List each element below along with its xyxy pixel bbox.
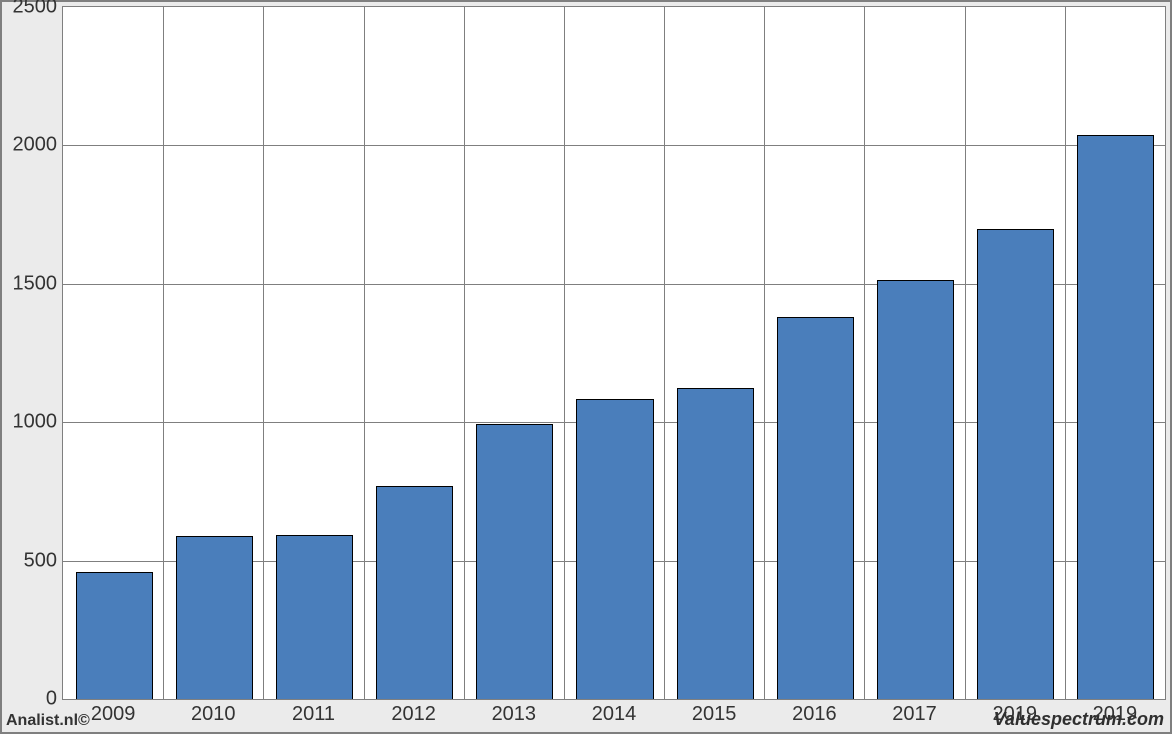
x-tick-label: 2015 [692, 703, 737, 726]
footer-left: Analist.nl© [6, 712, 90, 730]
y-tick-label: 1000 [13, 411, 58, 434]
x-tick-label: 2017 [892, 703, 937, 726]
gridline-v [564, 7, 565, 699]
x-tick-label: 2010 [191, 703, 236, 726]
bar [1077, 135, 1154, 699]
gridline-v [1065, 7, 1066, 699]
bar [176, 536, 253, 699]
x-tick-label: 2009 [91, 703, 136, 726]
y-tick-label: 2000 [13, 134, 58, 157]
gridline-v [864, 7, 865, 699]
bar [476, 424, 553, 699]
bar [576, 399, 653, 699]
gridline-h [63, 145, 1165, 146]
y-tick-label: 0 [46, 688, 57, 711]
plot-area: 0500100015002000250020092010201120122013… [62, 6, 1166, 700]
x-tick-label: 2016 [792, 703, 837, 726]
y-tick-label: 1500 [13, 272, 58, 295]
gridline-v [263, 7, 264, 699]
chart-container: 0 500 1000 1500 2000 2500 2009 2010 2011 2012 2013… [0, 0, 1172, 734]
gridline-v [664, 7, 665, 699]
bar [777, 317, 854, 699]
bar [376, 486, 453, 699]
x-tick-label: 2012 [391, 703, 436, 726]
y-tick-label: 500 [24, 549, 57, 572]
x-tick-label: 2013 [492, 703, 537, 726]
bar [276, 535, 353, 699]
gridline-v [364, 7, 365, 699]
bar [977, 229, 1054, 699]
gridline-v [965, 7, 966, 699]
gridline-v [464, 7, 465, 699]
bar [877, 280, 954, 699]
gridline-v [163, 7, 164, 699]
bar [76, 572, 153, 699]
footer-right: Valuespectrum.com [994, 709, 1164, 730]
gridline-v [764, 7, 765, 699]
bar [677, 388, 754, 699]
x-tick-label: 2014 [592, 703, 637, 726]
y-tick-label: 2500 [13, 0, 58, 19]
x-tick-label: 2011 [292, 703, 335, 726]
